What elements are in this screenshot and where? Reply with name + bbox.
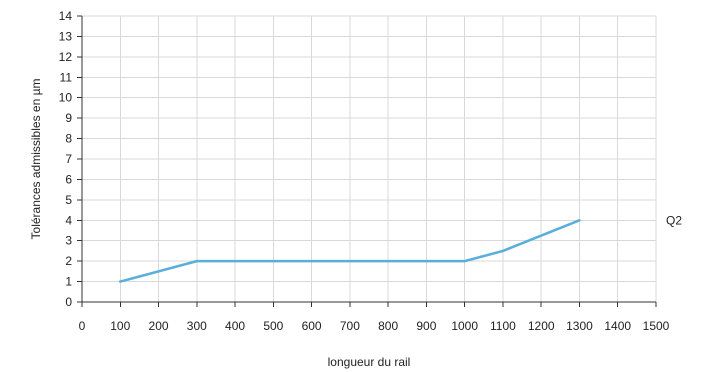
x-tick-label: 1100: [490, 319, 516, 333]
y-tick-label: 1: [65, 275, 72, 289]
y-tick-label: 14: [59, 9, 73, 23]
x-tick-label: 600: [302, 319, 322, 333]
x-tick-label: 1000: [451, 319, 478, 333]
x-tick-label: 500: [263, 319, 283, 333]
x-tick-label: 700: [340, 319, 360, 333]
y-axis-title: Tolérances admissibles en µm: [29, 79, 43, 240]
x-tick-label: 0: [79, 319, 86, 333]
y-tick-label: 7: [65, 152, 72, 166]
y-tick-label: 0: [65, 295, 72, 309]
x-tick-label: 300: [187, 319, 207, 333]
series: [119, 219, 581, 283]
y-tick-label: 9: [65, 111, 72, 125]
x-tick-label: 1300: [566, 319, 593, 333]
y-tick-label: 10: [59, 91, 73, 105]
y-tick-label: 8: [65, 132, 72, 146]
x-tick-label: 1400: [604, 319, 631, 333]
y-tick-label: 12: [59, 50, 73, 64]
x-tick-label: 400: [225, 319, 245, 333]
legend-entry-q2: Q2: [666, 213, 682, 227]
series-line-q2: [119, 219, 581, 283]
y-tick-label: 13: [59, 29, 73, 43]
y-tick-label: 6: [65, 172, 72, 186]
y-tick-label: 4: [65, 213, 72, 227]
y-tick-label: 5: [65, 193, 72, 207]
x-tick-label: 900: [416, 319, 436, 333]
x-tick-label: 800: [378, 319, 398, 333]
y-tick-label: 11: [60, 70, 73, 84]
y-tick-label: 3: [65, 234, 72, 248]
x-tick-label: 100: [110, 319, 130, 333]
x-tick-labels: 0 100 200 300 400 500 600 700 800 900 1000 1100 1200…: [79, 302, 670, 333]
x-tick-label: 1200: [528, 319, 555, 333]
grid: [82, 15, 657, 302]
x-tick-label: 200: [149, 319, 169, 333]
x-tick-label: 1500: [643, 319, 670, 333]
x-axis-title: longueur du rail: [328, 355, 411, 369]
y-tick-label: 2: [65, 254, 72, 268]
